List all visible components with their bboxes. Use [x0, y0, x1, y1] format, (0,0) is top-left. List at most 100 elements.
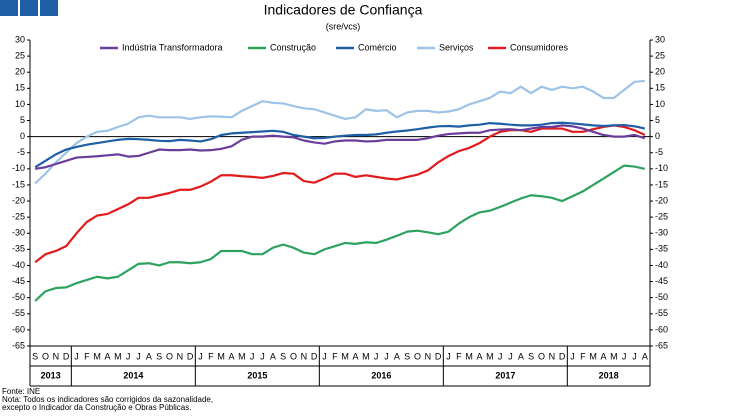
x-tick-label: J	[446, 351, 451, 361]
legend-label: Consumidores	[510, 42, 569, 52]
y-tick-label: -15	[12, 179, 25, 189]
x-tick-label: D	[559, 351, 566, 361]
y-tick-label: -65	[12, 340, 25, 350]
y-tick-label: -5	[17, 147, 25, 157]
x-tick-label: N	[53, 351, 60, 361]
logo-block	[40, 0, 58, 16]
x-tick-label: D	[187, 351, 194, 361]
year-label: 2016	[371, 370, 391, 380]
y-tick-label: -20	[12, 195, 25, 205]
x-tick-label: M	[486, 351, 494, 361]
y-tick-label: 30	[15, 34, 25, 44]
y-tick-label: 25	[15, 50, 25, 60]
x-tick-label: M	[610, 351, 618, 361]
y-tick-label: -55	[12, 308, 25, 318]
y2-tick-label: 0	[655, 131, 660, 141]
x-tick-label: A	[518, 351, 524, 361]
x-tick-label: M	[465, 351, 473, 361]
x-tick-label: S	[32, 351, 38, 361]
x-tick-label: J	[198, 351, 203, 361]
x-tick-label: S	[280, 351, 286, 361]
y-tick-label: -45	[12, 276, 25, 286]
y-tick-label: 15	[15, 83, 25, 93]
footnote: excepto o Indicador da Construção e Obra…	[2, 403, 191, 412]
x-tick-label: A	[270, 351, 276, 361]
logo-block	[0, 0, 18, 16]
chart-subtitle: (sre/vcs)	[326, 21, 361, 31]
y2-tick-label: 30	[655, 34, 665, 44]
y-tick-label: -40	[12, 260, 25, 270]
x-tick-label: A	[476, 351, 482, 361]
x-tick-label: D	[311, 351, 318, 361]
series-line	[35, 124, 646, 170]
y2-tick-label: -5	[655, 147, 663, 157]
x-tick-label: M	[238, 351, 246, 361]
x-tick-label: M	[217, 351, 225, 361]
legend-label: Construção	[270, 42, 316, 52]
x-tick-label: A	[600, 351, 606, 361]
y-tick-label: 10	[15, 99, 25, 109]
series-line	[34, 79, 645, 185]
y2-tick-label: -60	[655, 324, 668, 334]
y2-tick-label: -10	[655, 163, 668, 173]
y-tick-label: -35	[12, 244, 25, 254]
x-tick-label: M	[114, 351, 122, 361]
y2-tick-label: -65	[655, 340, 668, 350]
x-tick-label: J	[384, 351, 389, 361]
y-tick-label: -10	[12, 163, 25, 173]
y-tick-label: 5	[20, 115, 25, 125]
y2-tick-label: 5	[655, 115, 660, 125]
y-tick-label: -30	[12, 228, 25, 238]
x-tick-label: S	[528, 351, 534, 361]
year-label: 2017	[495, 370, 515, 380]
x-tick-label: F	[84, 351, 90, 361]
footnote: Fonte: INE	[2, 387, 40, 396]
y-tick-label: 20	[15, 67, 25, 77]
x-tick-label: F	[332, 351, 338, 361]
x-tick-label: J	[260, 351, 265, 361]
x-tick-label: J	[508, 351, 513, 361]
footnote: Nota: Todos os indicadores são corrigido…	[2, 395, 213, 404]
x-tick-label: O	[290, 351, 297, 361]
x-tick-label: J	[322, 351, 327, 361]
y-tick-label: -25	[12, 212, 25, 222]
logo-block	[20, 0, 38, 16]
y2-tick-label: -30	[655, 228, 668, 238]
year-label: 2015	[247, 370, 267, 380]
series-line	[34, 121, 646, 169]
y2-tick-label: 20	[655, 67, 665, 77]
chart-title: Indicadores de Confiança	[264, 2, 423, 18]
series-line	[34, 164, 646, 302]
x-tick-label: D	[63, 351, 70, 361]
x-tick-label: S	[404, 351, 410, 361]
x-tick-label: M	[589, 351, 597, 361]
y2-tick-label: -40	[655, 260, 668, 270]
x-tick-label: J	[136, 351, 141, 361]
x-tick-label: J	[622, 351, 627, 361]
x-tick-label: O	[414, 351, 421, 361]
y2-tick-label: -20	[655, 195, 668, 205]
series-line	[34, 124, 646, 264]
x-tick-label: J	[570, 351, 575, 361]
year-label: 2013	[41, 370, 61, 380]
x-tick-label: O	[42, 351, 49, 361]
x-tick-label: J	[126, 351, 131, 361]
x-tick-label: J	[498, 351, 503, 361]
x-tick-label: D	[435, 351, 442, 361]
x-tick-label: N	[549, 351, 556, 361]
y-tick-label: 0	[20, 131, 25, 141]
year-label: 2014	[123, 370, 143, 380]
x-tick-label: A	[146, 351, 152, 361]
x-tick-label: A	[642, 351, 648, 361]
x-tick-label: J	[74, 351, 79, 361]
x-tick-label: A	[352, 351, 358, 361]
x-tick-label: S	[156, 351, 162, 361]
y-tick-label: -50	[12, 292, 25, 302]
x-tick-label: F	[208, 351, 214, 361]
x-tick-label: O	[538, 351, 545, 361]
y2-tick-label: -15	[655, 179, 668, 189]
y2-tick-label: -50	[655, 292, 668, 302]
year-label: 2018	[599, 370, 619, 380]
x-tick-label: N	[301, 351, 308, 361]
